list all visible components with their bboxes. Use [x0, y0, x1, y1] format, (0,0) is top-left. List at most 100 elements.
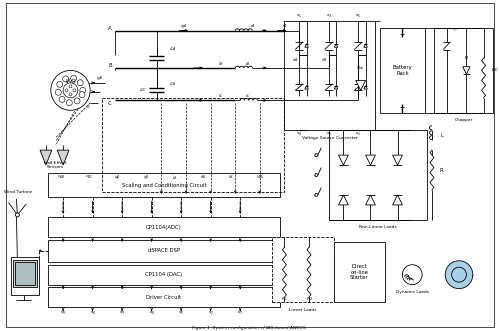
Text: Wind Turbine: Wind Turbine — [4, 190, 32, 195]
Bar — [434, 28, 494, 113]
Text: $s_7$: $s_7$ — [237, 310, 243, 317]
Text: $i_C$: $i_C$ — [218, 93, 223, 100]
Text: $R_1$: $R_1$ — [281, 296, 288, 304]
Circle shape — [315, 173, 318, 176]
Text: Chopper: Chopper — [454, 118, 473, 122]
Text: $i_{kB}$: $i_{kB}$ — [200, 174, 206, 181]
Circle shape — [65, 89, 68, 92]
Circle shape — [73, 89, 76, 92]
Text: B: B — [108, 63, 112, 68]
Polygon shape — [356, 80, 366, 90]
Text: $i_{gA}$: $i_{gA}$ — [114, 173, 121, 182]
Text: $R_D$: $R_D$ — [491, 67, 498, 74]
Text: −: − — [400, 104, 405, 109]
Polygon shape — [338, 155, 348, 165]
Text: +: + — [400, 31, 405, 36]
Circle shape — [16, 213, 20, 217]
Polygon shape — [364, 44, 368, 47]
Text: $s_3$: $s_3$ — [326, 13, 332, 20]
Text: C: C — [108, 101, 112, 106]
Polygon shape — [392, 155, 402, 165]
Polygon shape — [305, 44, 308, 47]
Circle shape — [315, 154, 318, 157]
Text: $i_{gA}$: $i_{gA}$ — [180, 22, 187, 31]
Text: $s_4$: $s_4$ — [90, 310, 96, 317]
Text: L: L — [440, 133, 443, 138]
Text: IAG: IAG — [65, 79, 76, 84]
Polygon shape — [366, 155, 376, 165]
Text: $s_6$: $s_6$ — [326, 131, 332, 138]
Polygon shape — [305, 86, 308, 89]
Text: $i_C$: $i_C$ — [86, 103, 92, 111]
Text: Dynamic Loads: Dynamic Loads — [396, 290, 429, 294]
Bar — [380, 28, 424, 113]
Circle shape — [78, 80, 83, 86]
Bar — [334, 242, 385, 302]
Polygon shape — [366, 195, 376, 205]
Bar — [48, 172, 280, 198]
Text: Driver Circuit: Driver Circuit — [146, 295, 182, 300]
Text: Linear Loads: Linear Loads — [289, 307, 316, 311]
Circle shape — [59, 96, 65, 102]
Text: $i_{gB}$: $i_{gB}$ — [143, 173, 150, 182]
Text: Voltage Source Converter: Voltage Source Converter — [302, 136, 358, 140]
Text: $v_{AB}$: $v_{AB}$ — [56, 174, 64, 181]
Text: $i_{gB}$: $i_{gB}$ — [96, 74, 103, 83]
Circle shape — [315, 194, 318, 197]
Bar — [48, 265, 280, 285]
Text: $i_B$: $i_B$ — [218, 60, 223, 68]
Circle shape — [69, 85, 72, 88]
Text: $s_5$: $s_5$ — [355, 13, 361, 20]
Polygon shape — [334, 86, 338, 89]
Polygon shape — [338, 195, 348, 205]
Circle shape — [445, 261, 473, 289]
Circle shape — [402, 265, 422, 285]
Text: Hall Effect
Sensors: Hall Effect Sensors — [44, 161, 67, 169]
Text: $i_{CC}$: $i_{CC}$ — [139, 87, 146, 94]
Circle shape — [69, 93, 72, 96]
Polygon shape — [364, 86, 368, 89]
Polygon shape — [40, 150, 52, 165]
Circle shape — [63, 83, 78, 98]
Text: $V_{bb}$: $V_{bb}$ — [356, 64, 365, 72]
Text: Scaling and Conditioning Circuit: Scaling and Conditioning Circuit — [122, 182, 206, 187]
Circle shape — [51, 71, 90, 110]
Text: $i_{CA}$: $i_{CA}$ — [169, 45, 176, 53]
Bar — [284, 21, 376, 130]
Bar — [328, 130, 427, 220]
Text: $i_A$: $i_A$ — [282, 23, 287, 30]
Text: $i_{CB}$: $i_{CB}$ — [169, 80, 176, 88]
Polygon shape — [392, 195, 402, 205]
Circle shape — [79, 92, 85, 98]
Text: Non-Linear Loads: Non-Linear Loads — [359, 225, 397, 229]
Text: $s_0$: $s_0$ — [60, 310, 66, 317]
Bar — [48, 217, 280, 237]
Bar — [48, 240, 280, 262]
Text: $s_7$: $s_7$ — [452, 27, 458, 34]
Text: CP1104 (DAC): CP1104 (DAC) — [146, 272, 182, 277]
Circle shape — [66, 100, 72, 106]
Text: CP1104(ADC): CP1104(ADC) — [146, 225, 182, 230]
Text: $V_{bb}$: $V_{bb}$ — [256, 174, 264, 181]
Text: $i_A$: $i_A$ — [250, 23, 255, 30]
Text: Battery
Rack: Battery Rack — [392, 65, 412, 76]
Circle shape — [70, 75, 76, 81]
Circle shape — [80, 87, 86, 93]
Bar — [16, 262, 34, 285]
Circle shape — [452, 267, 466, 282]
Circle shape — [57, 81, 62, 87]
Text: Direct
on-line
Starter: Direct on-line Starter — [350, 264, 368, 280]
Text: $\hat{i}_A$: $\hat{i}_A$ — [172, 173, 177, 182]
Polygon shape — [57, 150, 69, 165]
Circle shape — [62, 76, 68, 82]
Polygon shape — [462, 67, 470, 74]
Text: $i_{fB}$: $i_{fB}$ — [322, 57, 328, 64]
Text: $s_2$: $s_2$ — [208, 310, 214, 317]
Text: $i_C$: $i_C$ — [245, 93, 250, 100]
Bar — [102, 98, 284, 193]
Text: $s_1$: $s_1$ — [296, 13, 302, 20]
Text: $i_B$: $i_B$ — [245, 60, 250, 68]
Text: $s_2$: $s_2$ — [355, 131, 361, 138]
Bar — [272, 237, 334, 302]
Text: $i_{fA}$: $i_{fA}$ — [292, 57, 298, 64]
